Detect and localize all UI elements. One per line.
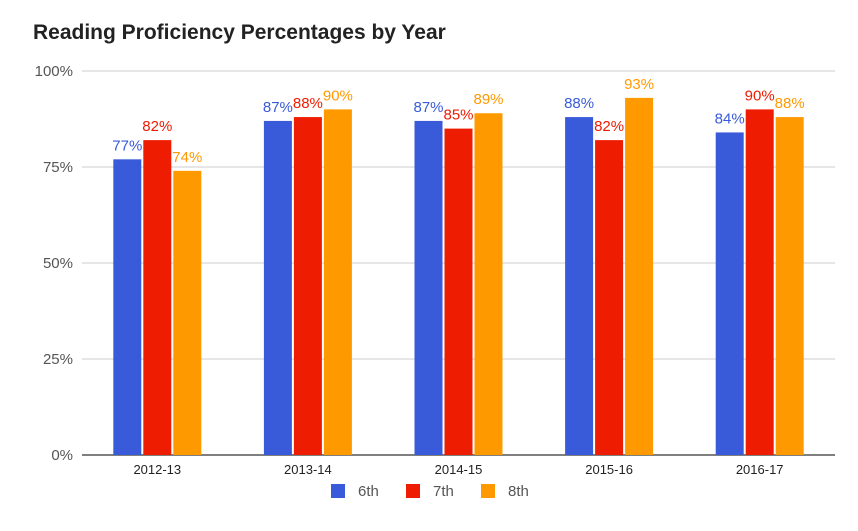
legend-item-8th: 8th — [481, 483, 529, 500]
data-label-6th-2014-15: 87% — [413, 99, 443, 116]
data-label-6th-2016-17: 84% — [715, 110, 745, 127]
x-tick-label: 2013-14 — [284, 462, 332, 477]
data-label-8th-2016-17: 88% — [775, 95, 805, 112]
legend-item-7th: 7th — [406, 483, 454, 500]
x-axis: 2012-13 2013-14 2014-15 2015-16 2016-17 — [133, 462, 783, 477]
legend-label: 8th — [508, 483, 529, 500]
data-label-7th-2012-13: 82% — [142, 118, 172, 135]
legend-swatch — [481, 484, 495, 498]
bar-6th-2015-16 — [565, 117, 594, 455]
x-tick-label: 2012-13 — [133, 462, 181, 477]
chart-title: Reading Proficiency Percentages by Year — [33, 21, 446, 44]
bar-8th-2016-17 — [775, 117, 804, 455]
bar-6th-2013-14 — [263, 120, 292, 456]
data-label-8th-2015-16: 93% — [624, 76, 654, 93]
y-tick-label: 50% — [43, 255, 73, 272]
legend-item-6th: 6th — [331, 483, 379, 500]
bar-6th-2012-13 — [113, 159, 142, 455]
data-label-7th-2016-17: 90% — [745, 87, 775, 104]
bars — [113, 97, 804, 456]
data-label-6th-2015-16: 88% — [564, 95, 594, 112]
y-axis: 0% 25% 50% 75% 100% — [35, 63, 73, 464]
y-tick-label: 0% — [51, 447, 73, 464]
bar-8th-2013-14 — [323, 109, 352, 456]
bar-7th-2014-15 — [444, 128, 473, 455]
legend-swatch — [406, 484, 420, 498]
data-label-8th-2012-13: 74% — [172, 149, 202, 166]
data-label-6th-2012-13: 77% — [112, 137, 142, 154]
legend-swatch — [331, 484, 345, 498]
bar-7th-2012-13 — [143, 140, 172, 455]
data-label-7th-2015-16: 82% — [594, 118, 624, 135]
bar-8th-2014-15 — [474, 113, 503, 456]
bar-7th-2016-17 — [745, 109, 774, 456]
data-label-7th-2013-14: 88% — [293, 95, 323, 112]
bar-7th-2015-16 — [595, 140, 624, 455]
x-tick-label: 2016-17 — [736, 462, 784, 477]
legend-label: 7th — [433, 483, 454, 500]
data-labels: 77%82%74%87% 88% 90%87% 85%89% 88%82%93%84%9… — [112, 76, 804, 166]
legend: 6th 7th 8th — [331, 483, 529, 500]
y-tick-label: 75% — [43, 159, 73, 176]
y-tick-label: 100% — [35, 63, 73, 80]
bar-6th-2014-15 — [414, 120, 443, 456]
legend-label: 6th — [358, 483, 379, 500]
data-label-7th-2014-15: 85% — [443, 107, 473, 124]
y-tick-label: 25% — [43, 351, 73, 368]
x-tick-label: 2014-15 — [435, 462, 483, 477]
bar-7th-2013-14 — [293, 117, 322, 455]
bar-8th-2012-13 — [173, 170, 202, 455]
bar-6th-2016-17 — [715, 132, 744, 455]
data-label-8th-2014-15: 89% — [473, 91, 503, 108]
data-label-8th-2013-14: 90% — [323, 87, 353, 104]
bar-8th-2015-16 — [625, 97, 654, 455]
data-label-6th-2013-14: 87% — [263, 99, 293, 116]
x-tick-label: 2015-16 — [585, 462, 633, 477]
